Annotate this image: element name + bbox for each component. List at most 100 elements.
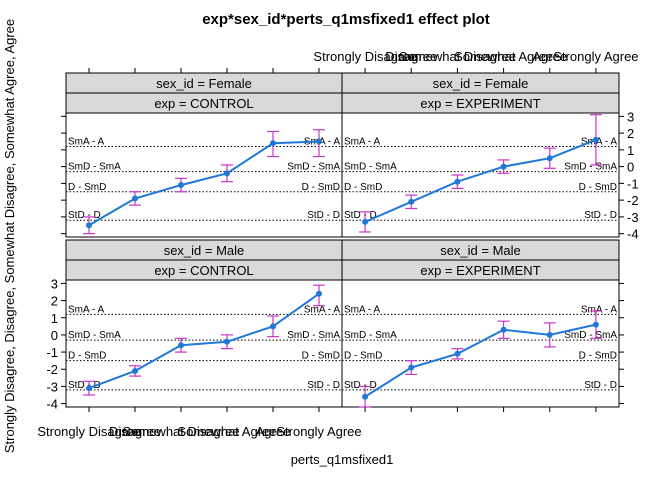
threshold-label-right: SmA - A <box>304 137 340 148</box>
x-tick-label-bottom: Disagree <box>109 424 161 439</box>
y-tick-label: -2 <box>46 362 58 377</box>
data-point <box>500 326 507 333</box>
threshold-label-left: SmA - A <box>68 304 104 315</box>
threshold-label-right: D - SmD <box>579 351 617 362</box>
threshold-label-right: StD - D <box>584 210 617 221</box>
threshold-label-left: StD - D <box>68 210 101 221</box>
threshold-label-left: D - SmD <box>344 182 382 193</box>
data-point <box>454 350 461 357</box>
strip-exp-label: exp = EXPERIMENT <box>420 263 540 278</box>
plot-area <box>65 112 343 238</box>
threshold-label-left: D - SmD <box>344 351 382 362</box>
threshold-label-right: StD - D <box>584 380 617 391</box>
panel-2: sex_id = Female exp = EXPERIMENT SmA - A Sm… <box>341 68 639 242</box>
data-point <box>224 338 230 345</box>
threshold-label-left: SmA - A <box>68 137 104 148</box>
y-tick-label: 2 <box>627 126 634 141</box>
data-point <box>316 138 322 145</box>
y-tick-label: 2 <box>51 294 58 309</box>
strip-sex-label: sex_id = Female <box>156 76 252 91</box>
y-tick-label: 0 <box>627 160 634 175</box>
data-point <box>592 136 599 143</box>
threshold-label-right: StD - D <box>307 210 340 221</box>
data-point <box>408 364 415 371</box>
chart-title: exp*sex_id*perts_q1msfixed1 effect plot <box>202 11 490 28</box>
threshold-label-right: SmA - A <box>304 304 340 315</box>
x-axis-label: perts_q1msfixed1 <box>291 452 394 467</box>
threshold-label-right: SmD - SmA <box>564 330 617 341</box>
plot-area <box>341 279 620 408</box>
data-point <box>454 178 461 185</box>
series-line <box>364 138 597 223</box>
data-point <box>178 342 184 349</box>
y-tick-label: -3 <box>46 379 58 394</box>
threshold-label-left: SmA - A <box>344 304 380 315</box>
threshold-label-right: StD - D <box>307 380 340 391</box>
x-tick-label-top: Somewhat Disagree <box>399 49 516 64</box>
data-point <box>546 331 553 338</box>
x-tick-label-bottom: Strongly Disagree <box>37 424 140 439</box>
series-line <box>364 323 597 398</box>
threshold-label-right: D - SmD <box>579 182 617 193</box>
data-point <box>132 195 138 202</box>
data-point <box>132 367 138 374</box>
x-tick-label-top: Strongly Agree <box>553 49 638 64</box>
data-point <box>408 198 415 205</box>
x-tick-label-top: Agree <box>532 49 567 64</box>
strip-sex-label: sex_id = Male <box>164 243 245 258</box>
data-point <box>86 385 92 392</box>
y-tick-label: -3 <box>627 210 639 225</box>
panels-group: sex_id = Female exp = CONTROL SmA - A SmA -… <box>37 49 638 439</box>
strip-exp-label: exp = CONTROL <box>154 263 253 278</box>
x-tick-label-bottom: Somewhat Agree <box>177 424 276 439</box>
data-point <box>500 163 507 170</box>
strip-exp-label: exp = CONTROL <box>154 96 253 111</box>
panel-1: sex_id = Female exp = CONTROL SmA - A SmA -… <box>61 68 343 238</box>
data-point <box>362 218 369 225</box>
x-tick-label-top: Somewhat Agree <box>454 49 553 64</box>
threshold-label-left: StD - D <box>344 380 377 391</box>
y-tick-label: 3 <box>627 109 634 124</box>
threshold-label-left: D - SmD <box>68 351 106 362</box>
strip-exp-label: exp = EXPERIMENT <box>420 96 540 111</box>
data-point <box>362 393 369 400</box>
data-point <box>270 323 276 330</box>
threshold-label-right: SmD - SmA <box>564 162 617 173</box>
data-point <box>592 321 599 328</box>
y-tick-label: 3 <box>51 276 58 291</box>
series-line <box>88 292 320 390</box>
data-point <box>86 222 92 229</box>
threshold-label-left: D - SmD <box>68 182 106 193</box>
threshold-label-right: D - SmD <box>302 182 340 193</box>
y-tick-label: -2 <box>627 193 639 208</box>
data-point <box>546 155 553 162</box>
threshold-label-left: SmD - SmA <box>68 330 121 341</box>
y-tick-label: -1 <box>46 345 58 360</box>
x-tick-label-bottom: Agree <box>256 424 291 439</box>
threshold-label-left: StD - D <box>68 380 101 391</box>
threshold-label-right: SmD - SmA <box>287 162 340 173</box>
threshold-label-right: SmA - A <box>581 304 617 315</box>
strip-sex-label: sex_id = Female <box>433 76 529 91</box>
series-line <box>88 140 320 227</box>
threshold-label-right: D - SmD <box>302 351 340 362</box>
panel-3: sex_id = Male exp = CONTROL SmA - A SmA - A… <box>46 239 343 412</box>
threshold-label-left: SmA - A <box>344 137 380 148</box>
threshold-label-right: SmD - SmA <box>287 330 340 341</box>
x-tick-label-bottom: Strongly Agree <box>276 424 361 439</box>
y-tick-label: -1 <box>627 176 639 191</box>
data-point <box>270 140 276 147</box>
panel-4: sex_id = Male exp = EXPERIMENT SmA - A SmA … <box>341 239 624 412</box>
data-point <box>316 290 322 297</box>
x-tick-label-top: Disagree <box>385 49 437 64</box>
threshold-label-left: SmD - SmA <box>344 330 397 341</box>
data-point <box>178 182 184 189</box>
y-tick-label: 1 <box>51 311 58 326</box>
y-axis-label: Strongly Disagree, Disagree, Somewhat Di… <box>2 19 17 453</box>
threshold-label-left: SmD - SmA <box>68 162 121 173</box>
y-tick-label: -4 <box>46 397 58 412</box>
data-point <box>224 170 230 177</box>
x-tick-label-bottom: Somewhat Disagree <box>122 424 239 439</box>
y-tick-label: -4 <box>627 227 639 242</box>
